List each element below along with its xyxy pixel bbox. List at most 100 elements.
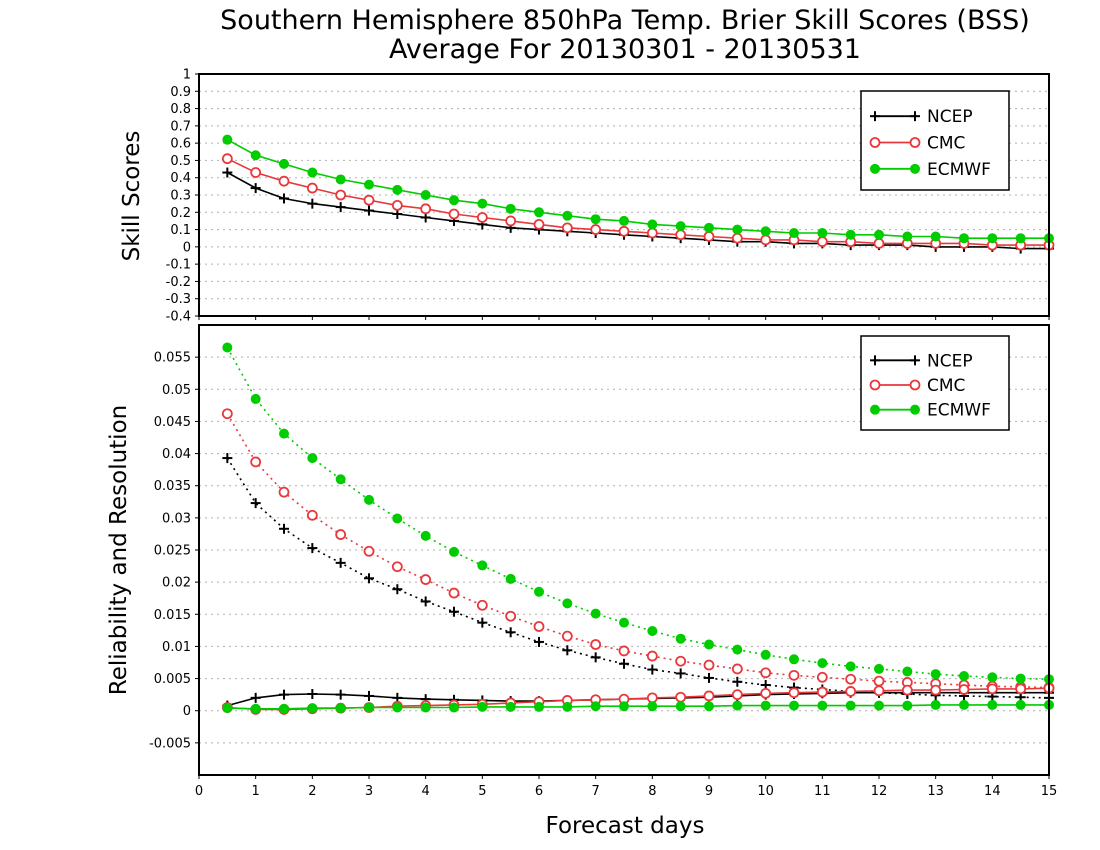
- relres-point-ecmwf-2-22: [845, 661, 856, 672]
- relres-legend-marker-start-ncep: [870, 355, 880, 366]
- skill-point-cmc-1-0: [221, 153, 233, 165]
- skill-point-ecmwf-2-21: [817, 228, 828, 239]
- relres-point-ecmwf-2-4: [335, 474, 346, 485]
- relres-legend-marker-start-ecmwf: [870, 404, 880, 415]
- x-tick-label-12: 12: [871, 784, 888, 799]
- relres-point-cmc-1-10: [505, 610, 517, 622]
- relres-point-ecmwf-2-13: [590, 608, 601, 619]
- relres-legend-box: [860, 335, 1010, 431]
- relres-point-cmc-1-20: [788, 669, 800, 681]
- x-tick-label-2: 2: [308, 784, 316, 799]
- skill-point-ecmwf-2-19: [760, 226, 771, 237]
- skill-point-ncep-0-5: [364, 205, 374, 216]
- relres-point-cmc-4-28: [1015, 683, 1027, 695]
- relres-legend-marker-start-cmc: [869, 379, 881, 391]
- relres-legend-label-cmc: CMC: [927, 376, 965, 396]
- relres-ytick-label-6: 0.025: [154, 544, 191, 559]
- relres-point-ecmwf-5-28: [1015, 699, 1026, 710]
- relres-point-cmc-1-7: [420, 574, 432, 585]
- relres-point-cmc-4-22: [845, 686, 857, 697]
- skill-point-ecmwf-2-6: [392, 184, 403, 195]
- relres-legend: NCEP CMC ECMWF: [860, 335, 1010, 431]
- relres-ytick-label-0: -0.005: [149, 736, 191, 751]
- relres-point-ecmwf-2-14: [619, 617, 629, 628]
- relres-point-cmc-1-1: [250, 456, 262, 468]
- relres-line-ecmwf-2: [226, 347, 1050, 680]
- relres-point-ecmwf-2-17: [704, 639, 714, 650]
- relres-point-cmc-4-15: [646, 692, 658, 704]
- skill-legend-marker-end-ncep: [910, 111, 920, 122]
- skill-point-cmc-1-1: [250, 167, 262, 178]
- relres-point-ecmwf-2-16: [675, 633, 686, 644]
- skill-ytick-label-1: -0.3: [166, 292, 191, 307]
- skill-point-cmc-1-13: [590, 224, 602, 235]
- skill-ytick-label-7: 0.3: [170, 189, 191, 204]
- relres-point-ecmwf-5-12: [562, 701, 573, 712]
- relres-point-ncep-0-2: [279, 523, 289, 534]
- relres-point-cmc-1-23: [873, 675, 885, 687]
- relres-line-ncep-0: [226, 457, 1050, 699]
- relres-point-cmc-1-9: [476, 599, 488, 611]
- x-axis-label: Forecast days: [546, 813, 705, 839]
- relres-point-cmc-4-26: [958, 684, 970, 695]
- skill-scores-y-axis-label: Skill Scores: [119, 131, 145, 262]
- skill-point-ecmwf-2-9: [477, 198, 488, 209]
- skill-legend-marker-end-ecmwf: [910, 163, 920, 174]
- skill-point-ecmwf-2-22: [845, 229, 856, 240]
- skill-point-ncep-0-3: [307, 198, 318, 209]
- skill-point-cmc-1-12: [561, 222, 573, 234]
- relres-point-ecmwf-5-10: [505, 701, 516, 712]
- skill-point-ecmwf-2-1: [250, 150, 261, 161]
- skill-point-cmc-1-23: [873, 237, 885, 249]
- skill-legend-marker-end-cmc: [909, 137, 921, 148]
- relres-ytick-label-2: 0.005: [154, 672, 191, 687]
- relres-ytick-label-4: 0.015: [154, 608, 191, 623]
- relres-point-ecmwf-5-19: [760, 700, 771, 711]
- skill-ytick-label-2: -0.2: [166, 275, 191, 290]
- skill-point-ncep-0-4: [335, 202, 346, 213]
- skill-point-ncep-0-2: [279, 193, 289, 204]
- skill-legend-label-cmc: CMC: [927, 134, 965, 154]
- skill-point-ncep-0-1: [250, 183, 261, 194]
- relres-point-cmc-4-18: [731, 689, 743, 701]
- relres-point-ncep-0-15: [647, 664, 658, 675]
- x-tick-label-0: 0: [195, 784, 203, 799]
- relres-point-ncep-0-4: [335, 557, 346, 568]
- relres-point-cmc-1-12: [561, 630, 573, 642]
- x-tick-label-1: 1: [252, 784, 260, 799]
- skill-point-cmc-1-17: [703, 231, 715, 242]
- relres-series-cmc-1: [221, 408, 1055, 693]
- relres-point-ecmwf-2-0: [222, 342, 233, 353]
- relres-point-ecmwf-5-7: [420, 702, 431, 713]
- relres-point-ecmwf-5-4: [335, 703, 346, 714]
- relres-legend-marker-end-ecmwf: [910, 404, 920, 415]
- relres-point-ncep-0-5: [364, 573, 374, 584]
- relres-point-cmc-4-20: [788, 687, 800, 699]
- skill-point-ecmwf-2-10: [505, 203, 516, 214]
- skill-point-ecmwf-2-8: [449, 195, 459, 206]
- relres-ytick-label-9: 0.04: [162, 447, 191, 462]
- skill-legend-label-ncep: NCEP: [927, 107, 973, 127]
- skill-point-ecmwf-2-4: [335, 174, 346, 185]
- relres-ytick-label-5: 0.02: [162, 576, 191, 591]
- skill-ytick-label-11: 0.7: [170, 119, 191, 134]
- skill-point-cmc-1-14: [618, 225, 630, 237]
- relres-point-ecmwf-2-21: [817, 658, 828, 669]
- skill-point-ecmwf-2-16: [675, 221, 686, 232]
- relres-plot-frame: [198, 324, 1050, 776]
- relres-point-ecmwf-5-20: [789, 700, 799, 711]
- relres-series-cmc-4: [221, 682, 1055, 715]
- relres-point-cmc-4-16: [675, 691, 687, 703]
- skill-point-ecmwf-2-15: [647, 219, 658, 230]
- relres-point-ncep-0-11: [534, 636, 544, 647]
- relres-point-ecmwf-2-8: [449, 546, 459, 557]
- relres-point-cmc-4-24: [901, 684, 913, 696]
- skill-scores-panel: -0.4 -0.3 -0.2 -0.1 0 0.1 0.2 0.3 0.4 0.5 0.6 0.7 0.…: [166, 68, 1055, 325]
- relres-point-ncep-3-3: [307, 689, 318, 699]
- x-tick-label-7: 7: [592, 784, 600, 799]
- relres-line-ecmwf-5: [227, 704, 1049, 710]
- relres-point-cmc-1-2: [278, 486, 290, 498]
- relres-point-ecmwf-5-13: [590, 701, 601, 712]
- x-tick-label-15: 15: [1041, 784, 1058, 799]
